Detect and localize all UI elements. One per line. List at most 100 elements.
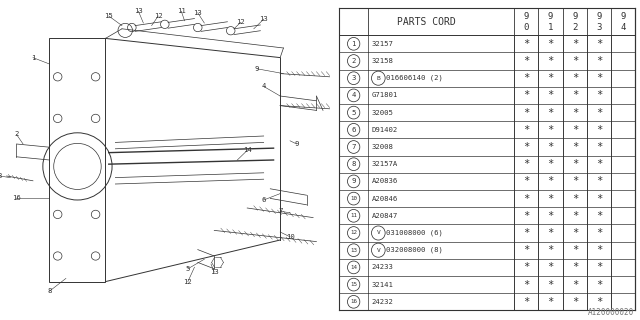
Text: 32008: 32008: [371, 144, 394, 150]
Text: *: *: [596, 159, 602, 169]
Text: *: *: [547, 125, 554, 135]
Text: V: V: [376, 248, 380, 253]
Text: 16: 16: [350, 299, 357, 304]
Text: 6: 6: [262, 197, 266, 203]
Text: 16: 16: [12, 196, 21, 201]
Text: *: *: [524, 280, 529, 290]
Text: 13: 13: [210, 269, 219, 275]
Text: 32141: 32141: [371, 282, 394, 288]
Text: *: *: [524, 194, 529, 204]
Text: *: *: [547, 280, 554, 290]
Text: *: *: [547, 211, 554, 221]
Text: *: *: [572, 176, 578, 186]
Text: *: *: [596, 90, 602, 100]
Text: G71801: G71801: [371, 92, 397, 98]
Text: A20847: A20847: [371, 213, 397, 219]
Text: 6: 6: [351, 127, 356, 133]
Text: *: *: [596, 211, 602, 221]
Text: 7: 7: [351, 144, 356, 150]
Text: V: V: [376, 230, 380, 236]
Text: B: B: [376, 76, 380, 81]
Text: 4: 4: [621, 23, 626, 32]
Text: *: *: [524, 39, 529, 49]
Text: *: *: [572, 159, 578, 169]
Text: *: *: [572, 73, 578, 83]
Text: 2: 2: [351, 58, 356, 64]
Text: A20836: A20836: [371, 178, 397, 184]
Text: 24232: 24232: [371, 299, 394, 305]
Text: 14: 14: [350, 265, 357, 270]
Text: *: *: [547, 159, 554, 169]
Text: 9: 9: [621, 12, 626, 21]
Text: *: *: [524, 262, 529, 272]
Text: 3: 3: [351, 75, 356, 81]
Text: *: *: [596, 262, 602, 272]
Text: 9: 9: [294, 141, 299, 147]
Text: *: *: [524, 176, 529, 186]
Text: *: *: [524, 228, 529, 238]
Text: 9: 9: [524, 12, 529, 21]
Text: *: *: [524, 90, 529, 100]
Text: *: *: [596, 280, 602, 290]
Text: 8: 8: [47, 288, 52, 294]
Text: *: *: [524, 297, 529, 307]
Text: *: *: [547, 245, 554, 255]
Text: 9: 9: [572, 12, 577, 21]
Text: *: *: [547, 73, 554, 83]
Text: 9: 9: [548, 12, 554, 21]
Text: 24233: 24233: [371, 264, 394, 270]
Text: 5: 5: [186, 266, 190, 272]
Text: 12: 12: [184, 279, 192, 284]
Text: 9: 9: [596, 12, 602, 21]
Text: *: *: [572, 142, 578, 152]
Text: 14: 14: [243, 148, 252, 153]
Text: 12: 12: [236, 20, 245, 25]
Text: *: *: [547, 194, 554, 204]
Text: *: *: [547, 297, 554, 307]
Text: *: *: [547, 90, 554, 100]
Text: *: *: [572, 39, 578, 49]
Text: *: *: [572, 194, 578, 204]
Text: *: *: [596, 125, 602, 135]
Text: *: *: [524, 211, 529, 221]
Text: 13: 13: [259, 16, 268, 22]
Text: *: *: [596, 39, 602, 49]
Text: *: *: [572, 211, 578, 221]
Text: *: *: [572, 90, 578, 100]
Text: 4: 4: [262, 84, 266, 89]
Text: 32157: 32157: [371, 41, 394, 47]
Text: *: *: [572, 297, 578, 307]
Text: *: *: [524, 108, 529, 117]
Text: *: *: [547, 108, 554, 117]
Text: *: *: [596, 228, 602, 238]
Text: *: *: [572, 56, 578, 66]
Text: 8: 8: [351, 161, 356, 167]
Text: *: *: [524, 125, 529, 135]
Text: *: *: [596, 245, 602, 255]
Text: 9: 9: [351, 178, 356, 184]
Text: *: *: [596, 142, 602, 152]
Text: 7: 7: [278, 208, 282, 214]
Text: 15: 15: [350, 282, 357, 287]
Text: *: *: [547, 176, 554, 186]
Text: D91402: D91402: [371, 127, 397, 133]
Text: 1: 1: [351, 41, 356, 47]
Text: 13: 13: [350, 248, 357, 253]
Text: *: *: [547, 39, 554, 49]
Text: 5: 5: [351, 109, 356, 116]
Text: 32158: 32158: [371, 58, 394, 64]
Text: 1: 1: [548, 23, 554, 32]
Text: 10: 10: [350, 196, 357, 201]
Text: 3: 3: [0, 173, 2, 179]
Text: *: *: [524, 56, 529, 66]
Text: *: *: [572, 125, 578, 135]
Text: 4: 4: [351, 92, 356, 98]
Text: 9: 9: [255, 66, 259, 72]
Text: *: *: [547, 228, 554, 238]
Text: *: *: [524, 73, 529, 83]
Text: *: *: [572, 245, 578, 255]
Text: *: *: [572, 280, 578, 290]
Text: A20846: A20846: [371, 196, 397, 202]
Text: 0: 0: [524, 23, 529, 32]
Text: *: *: [524, 142, 529, 152]
